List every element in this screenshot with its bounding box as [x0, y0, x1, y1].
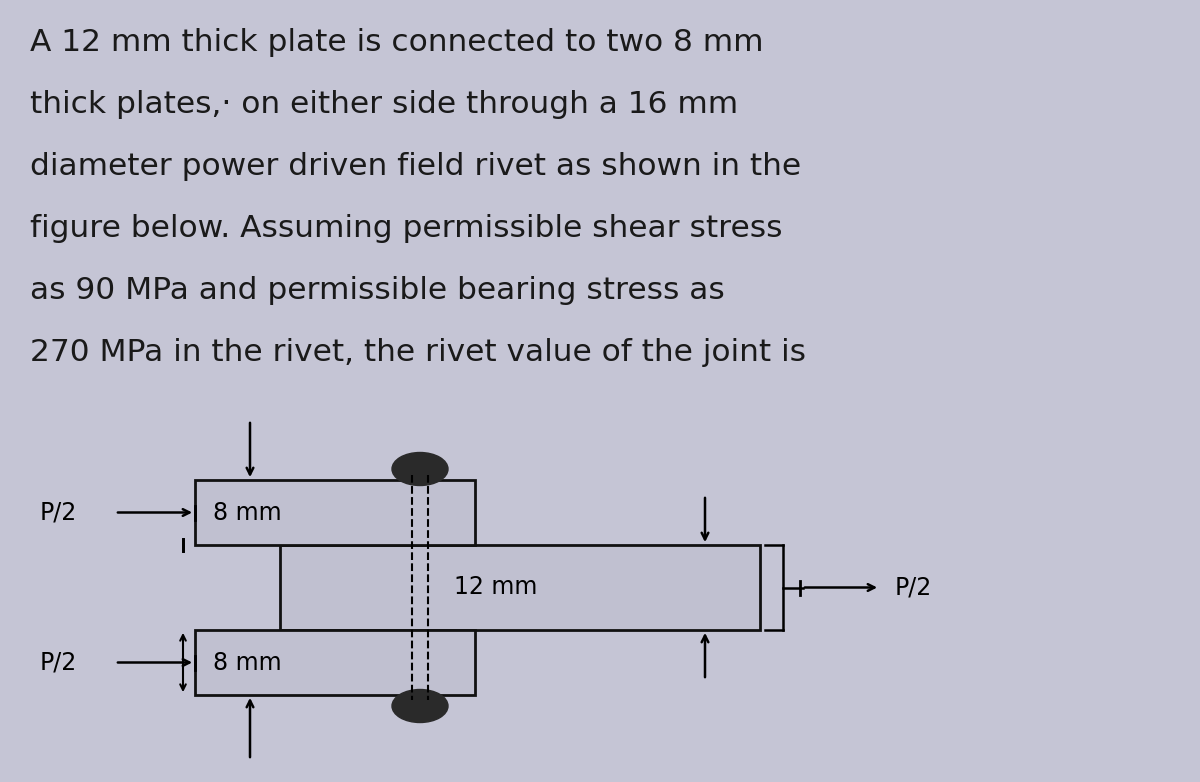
Text: P/2: P/2 — [895, 576, 932, 600]
Text: 8 mm: 8 mm — [214, 651, 282, 675]
Bar — [194, 480, 475, 545]
Text: A 12 mm thick plate is connected to two 8 mm: A 12 mm thick plate is connected to two … — [30, 28, 763, 57]
Text: thick plates,· on either side through a 16 mm: thick plates,· on either side through a … — [30, 90, 738, 119]
Text: figure below. Assuming permissible shear stress: figure below. Assuming permissible shear… — [30, 214, 782, 243]
Text: P/2: P/2 — [40, 651, 77, 675]
Bar — [194, 630, 475, 695]
Ellipse shape — [392, 453, 448, 486]
Text: 8 mm: 8 mm — [214, 500, 282, 525]
Ellipse shape — [392, 690, 448, 723]
Text: diameter power driven field rivet as shown in the: diameter power driven field rivet as sho… — [30, 152, 802, 181]
Text: as 90 MPa and permissible bearing stress as: as 90 MPa and permissible bearing stress… — [30, 276, 725, 305]
Text: 12 mm: 12 mm — [455, 576, 538, 600]
Bar — [280, 545, 760, 630]
Text: P/2: P/2 — [40, 500, 77, 525]
Text: 270 MPa in the rivet, the rivet value of the joint is: 270 MPa in the rivet, the rivet value of… — [30, 338, 806, 367]
